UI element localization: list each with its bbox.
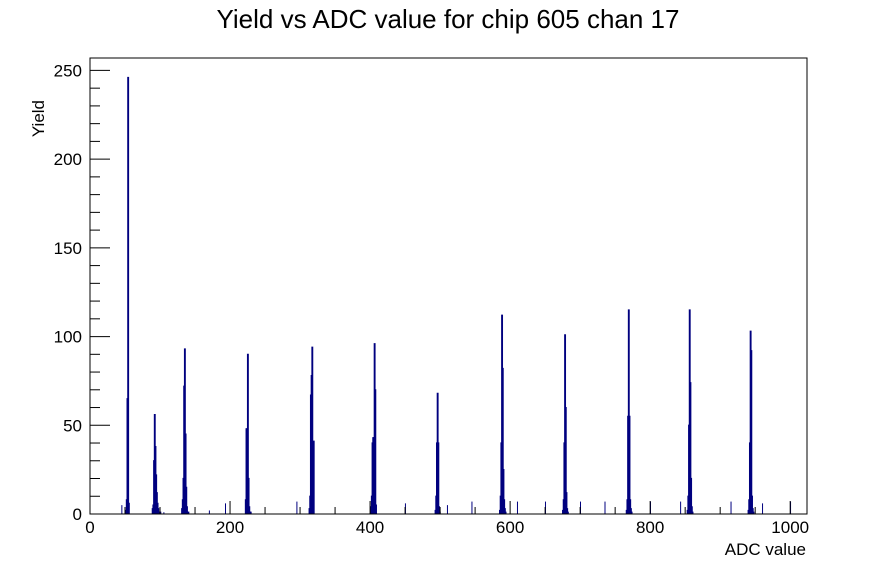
y-tick-label: 150 xyxy=(54,239,82,258)
x-tick-label: 1000 xyxy=(771,518,809,537)
histogram-bin xyxy=(751,508,754,514)
histogram-bin xyxy=(750,350,753,514)
chart-title: Yield vs ADC value for chip 605 chan 17 xyxy=(217,4,680,34)
histogram-bin xyxy=(690,477,693,514)
histogram-bin xyxy=(127,502,130,514)
histogram-bin xyxy=(689,382,692,514)
histogram-bin xyxy=(127,76,130,514)
histogram-bin xyxy=(183,348,186,514)
histogram-bin xyxy=(503,508,506,514)
y-tick-label: 200 xyxy=(54,150,82,169)
histogram-bin xyxy=(627,309,630,514)
histogram-bin xyxy=(311,346,314,514)
histogram-bin xyxy=(751,495,753,514)
histogram-bin xyxy=(185,486,188,514)
histogram-bin xyxy=(186,506,188,514)
y-tick-label: 100 xyxy=(54,328,82,347)
histogram-bin xyxy=(246,353,249,514)
histogram-bin xyxy=(312,440,315,514)
histogram-bin xyxy=(630,511,633,514)
histogram-bin xyxy=(628,415,631,514)
histogram-bin xyxy=(187,511,190,514)
x-tick-label: 200 xyxy=(216,518,244,537)
x-tick-label: 400 xyxy=(356,518,384,537)
y-axis-title: Yield xyxy=(29,100,48,137)
histogram-bin xyxy=(375,504,377,514)
histogram-bin xyxy=(629,499,632,514)
histogram-bin xyxy=(566,511,569,514)
histogram-bin xyxy=(184,433,187,514)
histogram-bin xyxy=(502,469,505,514)
histogram-bin xyxy=(691,511,694,514)
histogram-bin xyxy=(247,477,250,514)
histogram-bars xyxy=(121,76,792,514)
histogram-bin xyxy=(248,506,251,514)
histogram-bin xyxy=(374,389,377,514)
histogram-bin xyxy=(752,511,755,514)
histogram-bin xyxy=(157,508,160,514)
y-tick-label: 0 xyxy=(73,505,82,524)
histogram-bin xyxy=(249,511,252,514)
histogram-bin xyxy=(438,506,440,514)
y-tick-label: 50 xyxy=(63,416,82,435)
histogram-bin xyxy=(504,511,507,514)
x-tick-label: 800 xyxy=(636,518,664,537)
histogram-bin xyxy=(503,499,506,514)
histogram-bin xyxy=(501,367,504,514)
histogram-bin xyxy=(690,506,693,514)
plot-frame xyxy=(89,57,808,515)
y-tick-label: 250 xyxy=(54,61,82,80)
x-axis-title: ADC value xyxy=(725,540,806,559)
histogram-bin xyxy=(629,508,632,514)
x-tick-label: 0 xyxy=(85,518,94,537)
histogram-bin xyxy=(564,406,567,514)
histogram-bin xyxy=(437,442,440,514)
histogram-bin xyxy=(566,508,569,514)
axes: 0 200 400 600 800 1000 0 50 100 150 200 250 xyxy=(54,61,809,537)
histogram-bin xyxy=(565,492,568,514)
x-tick-label: 600 xyxy=(496,518,524,537)
